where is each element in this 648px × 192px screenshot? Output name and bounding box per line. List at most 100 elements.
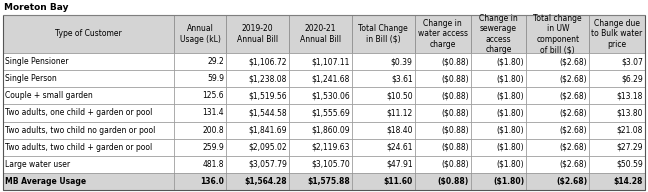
- Text: $13.18: $13.18: [617, 91, 643, 100]
- Bar: [3, 104, 174, 122]
- Text: $1,841.69: $1,841.69: [249, 126, 287, 135]
- Text: Large water user: Large water user: [5, 160, 70, 169]
- Bar: [352, 53, 415, 70]
- Bar: [526, 139, 589, 156]
- Text: $1,238.08: $1,238.08: [249, 74, 287, 83]
- Text: ($0.88): ($0.88): [441, 108, 469, 118]
- Text: $1,106.72: $1,106.72: [249, 57, 287, 66]
- Bar: [415, 53, 470, 70]
- Text: $14.28: $14.28: [614, 177, 643, 186]
- Text: MB Average Usage: MB Average Usage: [5, 177, 86, 186]
- Text: Moreton Bay: Moreton Bay: [4, 3, 69, 12]
- Text: Single Pensioner: Single Pensioner: [5, 57, 69, 66]
- Text: ($2.68): ($2.68): [560, 74, 587, 83]
- Text: ($2.68): ($2.68): [560, 108, 587, 118]
- Bar: [226, 122, 289, 139]
- Text: Two adults, one child + garden or pool: Two adults, one child + garden or pool: [5, 108, 152, 118]
- Text: $3.07: $3.07: [621, 57, 643, 66]
- Text: ($2.68): ($2.68): [560, 160, 587, 169]
- Bar: [470, 53, 526, 70]
- Bar: [526, 104, 589, 122]
- Bar: [589, 173, 645, 190]
- Text: $1,107.11: $1,107.11: [312, 57, 350, 66]
- Text: $21.08: $21.08: [617, 126, 643, 135]
- Bar: [415, 139, 470, 156]
- Text: $11.60: $11.60: [384, 177, 413, 186]
- Bar: [415, 15, 470, 53]
- Text: $3,057.79: $3,057.79: [248, 160, 287, 169]
- Bar: [3, 173, 174, 190]
- Text: ($0.88): ($0.88): [441, 74, 469, 83]
- Bar: [526, 53, 589, 70]
- Bar: [226, 173, 289, 190]
- Text: Total change
in UW
component
of bill ($): Total change in UW component of bill ($): [533, 14, 582, 54]
- Text: Two adults, two child no garden or pool: Two adults, two child no garden or pool: [5, 126, 156, 135]
- Text: $24.61: $24.61: [386, 143, 413, 152]
- Bar: [3, 70, 174, 87]
- Bar: [352, 15, 415, 53]
- Bar: [352, 70, 415, 87]
- Bar: [589, 104, 645, 122]
- Text: ($1.80): ($1.80): [497, 160, 524, 169]
- Bar: [415, 104, 470, 122]
- Text: Change in
water access
charge: Change in water access charge: [417, 19, 468, 49]
- Bar: [352, 156, 415, 173]
- Bar: [289, 87, 352, 104]
- Bar: [352, 173, 415, 190]
- Bar: [470, 173, 526, 190]
- Text: $11.12: $11.12: [386, 108, 413, 118]
- Text: 200.8: 200.8: [203, 126, 224, 135]
- Text: ($2.68): ($2.68): [560, 126, 587, 135]
- Bar: [589, 87, 645, 104]
- Bar: [226, 139, 289, 156]
- Bar: [3, 156, 174, 173]
- Bar: [470, 70, 526, 87]
- Bar: [526, 15, 589, 53]
- Text: $10.50: $10.50: [386, 91, 413, 100]
- Text: $18.40: $18.40: [386, 126, 413, 135]
- Text: 59.9: 59.9: [207, 74, 224, 83]
- Bar: [470, 87, 526, 104]
- Text: 2020-21
Annual Bill: 2020-21 Annual Bill: [300, 24, 341, 44]
- Bar: [174, 70, 226, 87]
- Text: 481.8: 481.8: [203, 160, 224, 169]
- Bar: [289, 53, 352, 70]
- Text: $1,544.58: $1,544.58: [248, 108, 287, 118]
- Bar: [3, 53, 174, 70]
- Bar: [174, 139, 226, 156]
- Text: ($1.80): ($1.80): [497, 126, 524, 135]
- Text: $47.91: $47.91: [386, 160, 413, 169]
- Text: $1,575.88: $1,575.88: [307, 177, 350, 186]
- Text: Change due
to Bulk water
price: Change due to Bulk water price: [592, 19, 643, 49]
- Bar: [415, 156, 470, 173]
- Bar: [289, 70, 352, 87]
- Bar: [470, 156, 526, 173]
- Bar: [526, 122, 589, 139]
- Text: ($0.88): ($0.88): [441, 91, 469, 100]
- Bar: [226, 70, 289, 87]
- Text: Change in
sewerage
access
charge: Change in sewerage access charge: [479, 14, 518, 54]
- Text: Total Change
in Bill ($): Total Change in Bill ($): [358, 24, 408, 44]
- Bar: [174, 53, 226, 70]
- Bar: [470, 15, 526, 53]
- Text: 131.4: 131.4: [203, 108, 224, 118]
- Text: ($2.68): ($2.68): [560, 57, 587, 66]
- Bar: [289, 139, 352, 156]
- Bar: [174, 156, 226, 173]
- Bar: [470, 104, 526, 122]
- Text: ($1.80): ($1.80): [497, 143, 524, 152]
- Text: ($2.68): ($2.68): [560, 143, 587, 152]
- Bar: [3, 87, 174, 104]
- Text: ($0.88): ($0.88): [441, 126, 469, 135]
- Text: $50.59: $50.59: [616, 160, 643, 169]
- Text: $2,095.02: $2,095.02: [248, 143, 287, 152]
- Text: Type of Customer: Type of Customer: [55, 30, 122, 39]
- Text: ($1.80): ($1.80): [497, 108, 524, 118]
- Bar: [526, 173, 589, 190]
- Bar: [470, 122, 526, 139]
- Bar: [174, 15, 226, 53]
- Text: 125.6: 125.6: [203, 91, 224, 100]
- Bar: [589, 156, 645, 173]
- Text: $3.61: $3.61: [391, 74, 413, 83]
- Bar: [289, 104, 352, 122]
